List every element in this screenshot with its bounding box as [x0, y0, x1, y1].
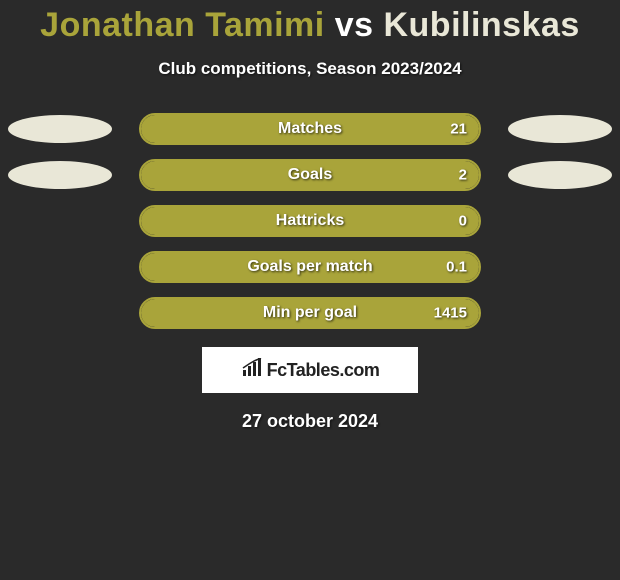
stat-value-right: 1415 — [434, 305, 467, 322]
stats-container: Matches 21 Goals 2 Hattricks 0 Goals per match… — [0, 113, 620, 329]
bar-chart-icon — [241, 358, 263, 383]
stat-value-right: 21 — [450, 121, 467, 138]
stat-label: Matches — [278, 120, 342, 138]
stat-row: Goals per match 0.1 — [0, 251, 620, 283]
stat-row: Min per goal 1415 — [0, 297, 620, 329]
date-label: 27 october 2024 — [0, 411, 620, 432]
logo-text: FcTables.com — [267, 360, 380, 381]
logo-box[interactable]: FcTables.com — [202, 347, 418, 393]
stat-row: Hattricks 0 — [0, 205, 620, 237]
stat-bar: Goals 2 — [139, 159, 481, 191]
stat-label: Goals per match — [247, 258, 372, 276]
stat-bar: Matches 21 — [139, 113, 481, 145]
comparison-title: Jonathan Tamimi vs Kubilinskas — [0, 0, 620, 45]
stat-bar: Goals per match 0.1 — [139, 251, 481, 283]
stat-label: Min per goal — [263, 304, 357, 322]
right-ellipse — [508, 115, 612, 143]
stat-value-right: 0.1 — [446, 259, 467, 276]
stat-value-right: 0 — [459, 213, 467, 230]
left-ellipse — [8, 115, 112, 143]
stat-row: Goals 2 — [0, 159, 620, 191]
stat-value-right: 2 — [459, 167, 467, 184]
stat-label: Goals — [288, 166, 332, 184]
right-ellipse — [508, 161, 612, 189]
vs-separator: vs — [335, 6, 374, 44]
stat-row: Matches 21 — [0, 113, 620, 145]
player1-name: Jonathan Tamimi — [40, 6, 325, 44]
left-ellipse — [8, 161, 112, 189]
subtitle: Club competitions, Season 2023/2024 — [0, 59, 620, 79]
stat-bar: Min per goal 1415 — [139, 297, 481, 329]
stat-bar: Hattricks 0 — [139, 205, 481, 237]
player2-name: Kubilinskas — [383, 6, 579, 44]
stat-label: Hattricks — [276, 212, 344, 230]
